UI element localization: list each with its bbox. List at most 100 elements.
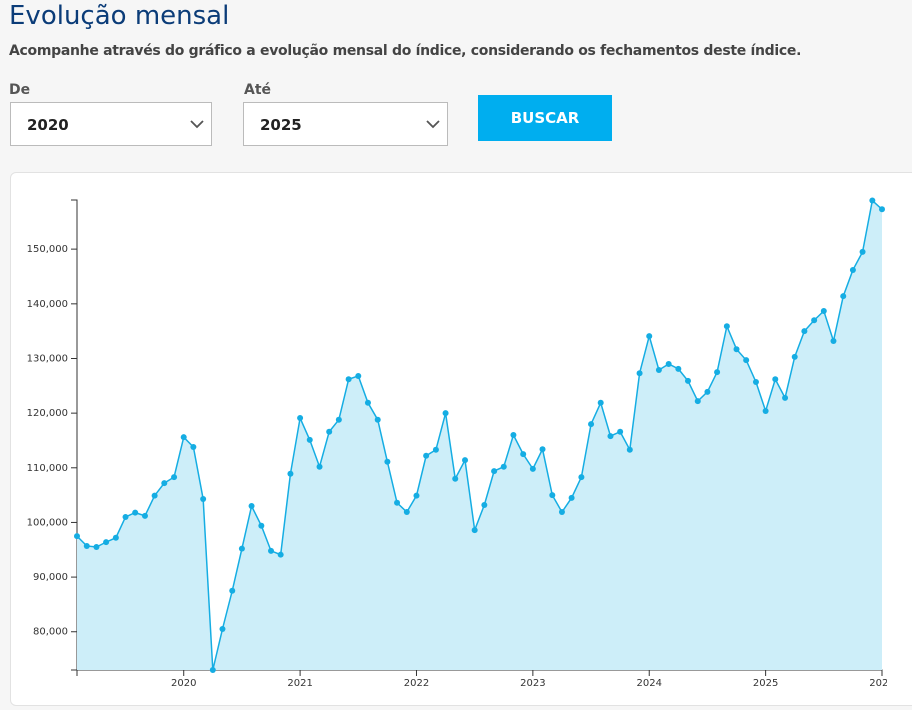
point — [423, 452, 430, 459]
x-tick-label: 2026 — [869, 678, 887, 689]
point — [500, 463, 507, 470]
point — [597, 399, 604, 406]
point — [374, 416, 381, 423]
point — [830, 338, 837, 344]
point — [403, 509, 410, 516]
point — [714, 369, 721, 376]
point — [316, 463, 323, 470]
point — [297, 415, 304, 422]
point — [462, 457, 469, 464]
area — [77, 200, 882, 670]
point — [849, 266, 856, 273]
point — [238, 545, 245, 552]
point — [122, 513, 129, 520]
point — [491, 468, 498, 475]
point — [219, 626, 226, 633]
point — [268, 547, 275, 554]
from-label: De — [9, 82, 31, 98]
y-tick-label: 100,000 — [27, 517, 68, 528]
point — [675, 365, 682, 372]
point — [791, 353, 798, 360]
point — [782, 394, 789, 401]
y-tick-label: 110,000 — [27, 463, 68, 474]
point — [869, 197, 876, 204]
point — [510, 432, 517, 438]
to-select[interactable]: 2025 — [243, 102, 448, 146]
point — [209, 667, 216, 673]
x-tick-label: 2022 — [404, 678, 429, 689]
point — [432, 446, 439, 453]
point — [345, 376, 352, 383]
point — [151, 492, 158, 499]
point — [112, 534, 119, 541]
point — [364, 399, 371, 406]
x-axis — [76, 669, 883, 676]
point — [180, 434, 187, 441]
point — [539, 446, 546, 453]
point — [326, 428, 333, 435]
point — [394, 499, 401, 506]
point — [549, 492, 556, 499]
point — [772, 376, 779, 383]
y-tick-label: 130,000 — [27, 353, 68, 364]
from-select[interactable]: 2020 — [10, 102, 212, 146]
y-axis — [71, 199, 78, 671]
point — [384, 458, 391, 465]
x-tick-label: 2024 — [637, 678, 662, 689]
point — [442, 410, 449, 417]
point — [520, 451, 527, 458]
point — [752, 378, 759, 385]
point — [568, 494, 575, 501]
point — [665, 360, 672, 367]
point — [636, 370, 643, 377]
y-tick-label: 140,000 — [27, 299, 68, 310]
point — [74, 533, 80, 540]
y-tick-label: 120,000 — [27, 408, 68, 419]
point — [471, 527, 478, 534]
point — [171, 474, 178, 481]
search-button[interactable]: BUSCAR — [478, 95, 612, 141]
point — [93, 544, 100, 551]
point — [801, 328, 808, 335]
point — [820, 307, 827, 314]
point — [588, 421, 595, 428]
point — [83, 542, 90, 549]
chevron — [426, 120, 440, 129]
point — [229, 587, 236, 594]
point — [578, 474, 585, 481]
point — [733, 346, 740, 353]
point — [626, 446, 633, 453]
x-tick-label: 2020 — [171, 678, 196, 689]
point — [287, 470, 294, 477]
point — [607, 433, 614, 440]
point — [103, 539, 110, 546]
point — [723, 323, 730, 330]
point — [452, 475, 459, 482]
point — [704, 388, 711, 395]
x-tick-label: 2021 — [287, 678, 312, 689]
x-tick-label: 2023 — [520, 678, 545, 689]
point — [161, 480, 168, 487]
to-label: Até — [244, 82, 272, 98]
point — [646, 333, 653, 340]
point — [859, 248, 866, 255]
point — [811, 317, 818, 324]
point — [840, 293, 847, 300]
page-subtitle: Acompanhe através do gráfico a evolução … — [9, 43, 802, 59]
point — [879, 206, 885, 213]
y-tick-label: 80,000 — [33, 627, 68, 638]
point — [694, 398, 701, 405]
point — [141, 512, 148, 519]
chart: 80,000 90,000 100,000 110,000 120,000 130,000… — [27, 197, 887, 689]
to-value: 2025 — [260, 116, 302, 134]
point — [355, 372, 362, 379]
point — [132, 509, 139, 516]
point — [277, 551, 284, 558]
chart-card: 80,000 90,000 100,000 110,000 120,000 130,000… — [10, 172, 912, 706]
chevron — [190, 120, 204, 129]
point — [743, 357, 750, 364]
point — [655, 366, 662, 373]
point — [248, 503, 255, 510]
point — [558, 509, 565, 516]
